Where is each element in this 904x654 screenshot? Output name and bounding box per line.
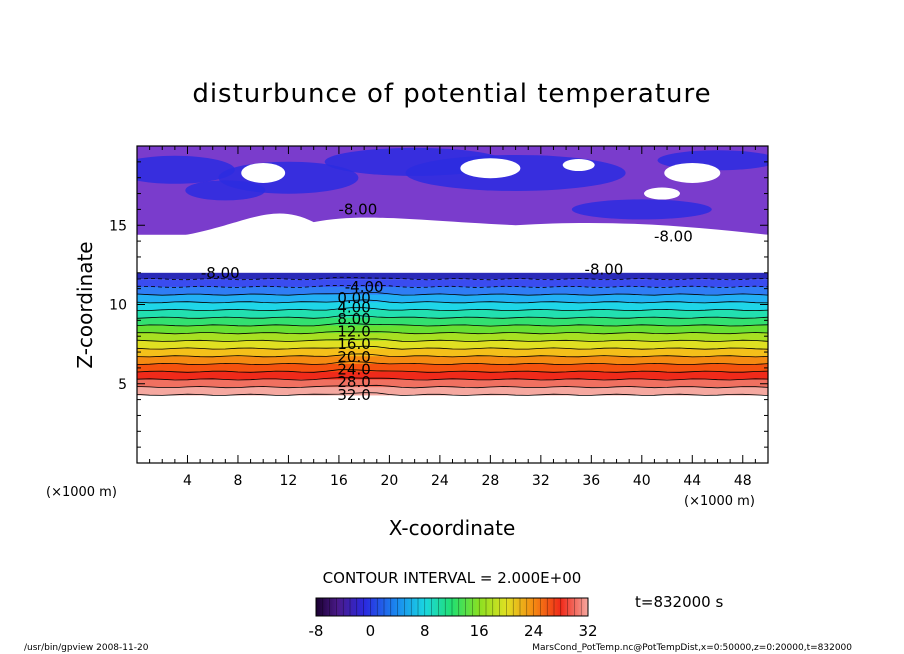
contour-label: -8.00 — [201, 264, 240, 282]
contour-label: 8.00 — [337, 310, 370, 328]
footer-left: /usr/bin/gpview 2008-11-20 — [24, 643, 149, 653]
clear-patch — [664, 162, 721, 183]
x-tick-label: 24 — [431, 473, 449, 489]
clear-patch — [643, 187, 680, 200]
x-tick-label: 48 — [734, 473, 752, 489]
temperature-band — [137, 272, 768, 280]
x-tick-label: 40 — [633, 473, 651, 489]
contour-label: 12.0 — [337, 322, 370, 340]
colorbar-tick-label: 8 — [420, 622, 430, 640]
x-tick-label: 28 — [481, 473, 499, 489]
contour-line — [137, 322, 768, 327]
temperature-band — [137, 340, 768, 350]
contour-label: -8.00 — [654, 227, 693, 245]
contour-label: 20.0 — [337, 348, 370, 366]
temperature-band — [137, 325, 768, 334]
contour-label: 28.0 — [337, 373, 370, 391]
blue-patch — [137, 155, 235, 184]
clear-patch — [460, 158, 521, 179]
colorbar-tick-label: 16 — [470, 622, 489, 640]
colorbar-stripes — [322, 598, 582, 616]
contour-label: 16.0 — [337, 335, 370, 353]
contour-label: -4.00 — [345, 278, 384, 296]
contour-line — [137, 369, 768, 373]
contour-line — [137, 345, 768, 350]
x-tick-label: 44 — [683, 473, 701, 489]
temperature-band — [137, 371, 768, 381]
colorbar-tick-labels: -8 0 8 16 24 32 — [309, 622, 598, 640]
axis-ticks — [137, 146, 768, 463]
x-tick-label: 20 — [380, 473, 398, 489]
contour-line — [137, 361, 768, 366]
x-axis-label: X-coordinate — [389, 516, 516, 540]
contour-line — [137, 276, 768, 281]
time-text: t=832000 s — [635, 593, 723, 611]
contour-line — [137, 384, 768, 389]
y-tick-labels: 5 10 15 — [109, 218, 127, 393]
temperature-band — [137, 317, 768, 327]
temperature-band — [137, 294, 768, 303]
clear-patch — [241, 162, 286, 183]
x-unit-label: (×1000 m) — [684, 494, 755, 509]
footer-right: MarsCond_PotTemp.nc@PotTempDist,x=0:5000… — [532, 643, 852, 653]
contour-line — [137, 299, 768, 304]
y-tick-label: 5 — [118, 377, 127, 393]
temperature-band — [137, 387, 768, 396]
contour-line — [137, 331, 768, 335]
colorbar-tick-label: 24 — [524, 622, 543, 640]
x-tick-label: 36 — [582, 473, 600, 489]
temperature-band — [137, 348, 768, 357]
temperature-band — [137, 379, 768, 388]
temperature-band — [137, 286, 768, 296]
contour-labels: -8.00 -8.00 -8.00 -8.00 -4.000.004.008.0012.… — [201, 200, 693, 403]
temperature-band — [137, 333, 768, 342]
clear-band — [137, 213, 768, 275]
y-axis-label: Z-coordinate — [73, 241, 97, 368]
temperature-band — [137, 302, 768, 311]
temperature-band — [137, 309, 768, 319]
contour-line — [137, 284, 768, 288]
temperature-band — [137, 356, 768, 365]
temperature-band — [137, 279, 768, 288]
x-tick-labels: 4 8 12 16 20 24 28 32 36 40 44 48 — [183, 473, 752, 489]
contour-label: 32.0 — [337, 386, 370, 404]
x-tick-label: 12 — [280, 473, 298, 489]
clear-patch — [562, 159, 595, 172]
blue-patch — [571, 199, 712, 220]
x-tick-label: 8 — [233, 473, 242, 489]
colorbar-tick-label: 0 — [366, 622, 376, 640]
contour-label: -8.00 — [338, 200, 377, 218]
y-tick-label: 10 — [109, 298, 127, 314]
contour-line — [137, 307, 768, 312]
contour-interval-text: CONTOUR INTERVAL = 2.000E+00 — [323, 569, 582, 587]
x-tick-label: 4 — [183, 473, 192, 489]
contour-line — [137, 338, 768, 342]
contour-label: 24.0 — [337, 360, 370, 378]
contour-line — [137, 314, 768, 319]
contour-line — [137, 353, 768, 358]
contour-label: -8.00 — [585, 261, 624, 279]
contour-label: 0.00 — [337, 289, 370, 307]
x-tick-label: 32 — [532, 473, 550, 489]
contour-line — [137, 392, 768, 396]
contour-line — [137, 292, 768, 296]
colorbar-tick-label: 32 — [578, 622, 597, 640]
temperature-band — [137, 363, 768, 373]
contour-line — [137, 377, 768, 381]
chart-title: disturbunce of potential temperature — [192, 79, 711, 109]
colorbar-tick-label: -8 — [309, 622, 324, 640]
x-tick-label: 16 — [330, 473, 348, 489]
contour-label: 4.00 — [337, 299, 370, 317]
blue-patch — [185, 180, 266, 201]
y-tick-label: 15 — [109, 218, 127, 234]
y-unit-label: (×1000 m) — [46, 485, 117, 500]
contour-field — [137, 146, 768, 396]
